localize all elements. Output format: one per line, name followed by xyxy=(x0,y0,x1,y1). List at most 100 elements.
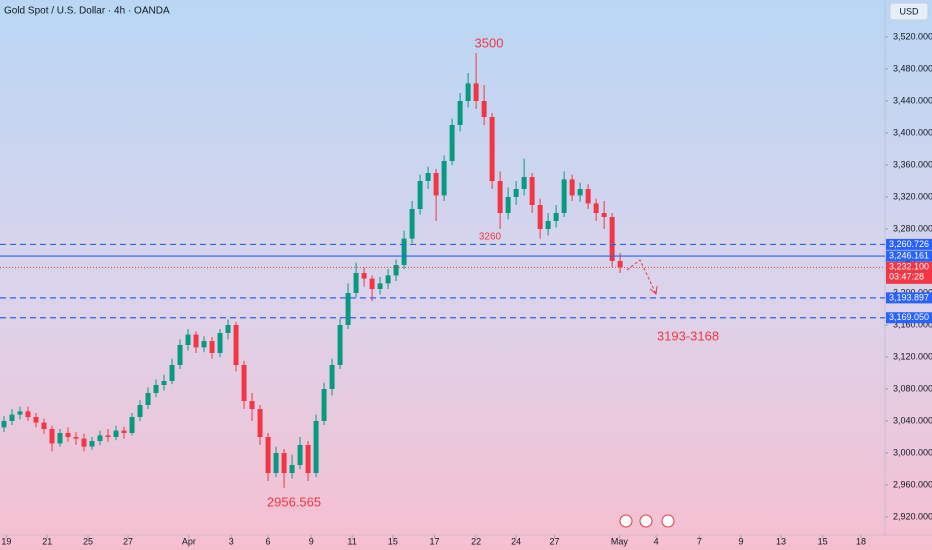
candle-body xyxy=(553,213,559,221)
x-tick-label: 9 xyxy=(738,536,743,546)
y-tick-label: 3,160.000 xyxy=(893,319,932,329)
event-icons[interactable] xyxy=(619,514,675,528)
event-icon[interactable] xyxy=(619,514,633,528)
candle-body xyxy=(65,433,71,437)
candle-body xyxy=(49,429,55,444)
candle-body xyxy=(89,441,95,447)
y-tick-label: 3,440.000 xyxy=(893,95,932,105)
projection-arrow xyxy=(626,259,657,295)
candle-body xyxy=(601,213,607,217)
y-tick-label: 3,040.000 xyxy=(893,415,932,425)
candle-body xyxy=(113,430,119,437)
chart-title: Gold Spot / U.S. Dollar · 4h · OANDA xyxy=(4,6,170,17)
x-tick-label: 27 xyxy=(550,536,560,546)
candle-body xyxy=(105,435,111,437)
candle-body xyxy=(201,341,207,348)
candle-body xyxy=(233,325,239,365)
price-level-label: 3,232.100 xyxy=(889,262,929,272)
currency-box[interactable] xyxy=(889,2,929,21)
x-tick-label: May xyxy=(611,536,629,546)
candle-body xyxy=(289,465,295,473)
candle-body xyxy=(145,393,151,405)
y-tick-label: 3,000.000 xyxy=(893,447,932,457)
candle-body xyxy=(129,417,135,433)
x-tick-label: 18 xyxy=(856,536,866,546)
candle-body xyxy=(377,283,383,289)
x-tick-label: 9 xyxy=(309,536,314,546)
candle-body xyxy=(537,205,543,229)
y-tick-label: 3,200.000 xyxy=(893,287,932,297)
candle-body xyxy=(161,381,167,385)
candle-body xyxy=(593,203,599,213)
candle-body xyxy=(153,385,159,393)
candle-body xyxy=(361,273,367,279)
candle-body xyxy=(417,181,423,209)
x-tick-label: 17 xyxy=(429,536,439,546)
candle-body xyxy=(17,411,23,415)
price-level-label: 3,193.897 xyxy=(889,292,929,302)
y-tick-label: 2,960.000 xyxy=(893,479,932,489)
annotation: 3193-3168 xyxy=(657,328,719,343)
candle-body xyxy=(473,83,479,101)
x-tick-label: 4 xyxy=(654,536,659,546)
candle-body xyxy=(425,173,431,181)
x-tick-label: 21 xyxy=(42,536,52,546)
event-icon[interactable] xyxy=(639,514,653,528)
candle-body xyxy=(121,430,127,433)
x-tick-label: 22 xyxy=(471,536,481,546)
candle-body xyxy=(561,179,567,213)
candle-body xyxy=(73,437,79,439)
price-level-box xyxy=(886,238,932,250)
candle-body xyxy=(185,334,191,345)
candle-body xyxy=(545,221,551,229)
currency[interactable]: USD xyxy=(899,6,919,16)
candle-body xyxy=(177,345,183,365)
candle-body xyxy=(409,209,415,239)
candle-body xyxy=(313,421,319,473)
candle-body xyxy=(281,453,287,473)
candle-body xyxy=(353,273,359,293)
x-tick-label: 3 xyxy=(229,536,234,546)
x-tick-label: 15 xyxy=(388,536,398,546)
candle-body xyxy=(497,181,503,213)
annotation: 3260 xyxy=(479,232,502,243)
y-tick-label: 3,520.000 xyxy=(893,31,932,41)
candle-body xyxy=(369,278,375,289)
y-tick-label: 3,480.000 xyxy=(893,63,932,73)
candle-body xyxy=(401,238,407,265)
candle-body xyxy=(193,334,199,348)
candle-body xyxy=(329,365,335,389)
price-level-box xyxy=(886,250,932,262)
candle-body xyxy=(577,189,583,196)
candle-body xyxy=(521,177,527,189)
x-tick-label: 6 xyxy=(266,536,271,546)
candle-body xyxy=(569,179,575,196)
candle-body xyxy=(241,365,247,401)
candle-body xyxy=(337,325,343,365)
arrow-head xyxy=(649,285,658,295)
y-tick-label: 3,120.000 xyxy=(893,351,932,361)
event-icon[interactable] xyxy=(661,514,675,528)
candle-body xyxy=(249,401,255,409)
candle-body xyxy=(505,197,511,213)
x-tick-label: 15 xyxy=(818,536,828,546)
candle-body xyxy=(273,453,279,473)
y-tick-label: 3,360.000 xyxy=(893,159,932,169)
candle-body xyxy=(97,435,103,441)
y-tick-label: 3,400.000 xyxy=(893,127,932,137)
x-tick-label: 24 xyxy=(511,536,521,546)
price-level-label: 3,260.726 xyxy=(889,239,929,249)
candle-body xyxy=(433,173,439,196)
candle-body xyxy=(441,161,447,196)
y-tick-label: 2,920.000 xyxy=(893,511,932,521)
price-level-box xyxy=(886,261,932,284)
x-tick-label: 19 xyxy=(1,536,11,546)
candle-body xyxy=(257,409,263,437)
candle-body xyxy=(25,411,31,417)
x-tick-label: 7 xyxy=(697,536,702,546)
y-tick-label: 3,080.000 xyxy=(893,383,932,393)
candle-body xyxy=(449,125,455,161)
candle-body xyxy=(225,325,231,333)
